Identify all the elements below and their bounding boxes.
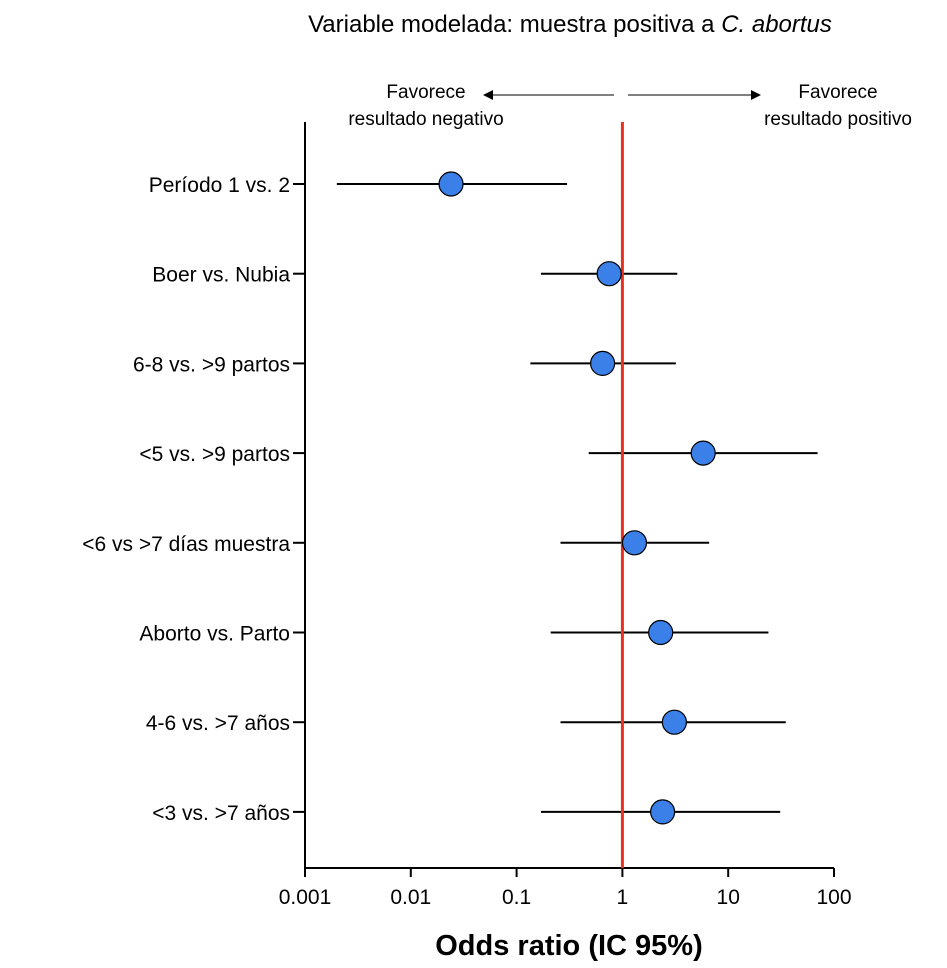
row-label: <5 vs. >9 partos — [139, 443, 290, 466]
x-tick-label: 0.01 — [390, 886, 431, 909]
x-axis-label: Odds ratio (IC 95%) — [435, 930, 703, 962]
x-ticks: 0.001 0.01 0.1 1 10 100 — [279, 868, 852, 909]
point-estimate — [590, 350, 616, 376]
chart-title-italic: C. abortus — [721, 11, 832, 38]
point-estimate — [650, 799, 676, 825]
annotation-right-line1: Favorece — [798, 82, 877, 103]
row-label: Aborto vs. Parto — [139, 623, 290, 646]
point-estimate — [438, 171, 464, 197]
forest-rows: Período 1 vs. 2 Boer vs. Nubia 6-8 vs. >9 … — [82, 174, 818, 825]
row-label: Período 1 vs. 2 — [149, 174, 290, 197]
row-label: 6-8 vs. >9 partos — [133, 353, 290, 376]
annotation-right-line2: resultado positivo — [764, 109, 912, 130]
row-label: 4-6 vs. >7 años — [146, 712, 290, 735]
x-tick-label: 100 — [816, 886, 851, 909]
row-label: Boer vs. Nubia — [152, 264, 290, 287]
x-tick-label: 1 — [617, 886, 629, 909]
point-estimate — [661, 709, 687, 735]
x-tick-label: 0.1 — [502, 886, 531, 909]
row-label: <6 vs >7 días muestra — [82, 533, 290, 556]
annotation-left-line1: Favorece — [386, 82, 465, 103]
annotation-left-line2: resultado negativo — [348, 109, 503, 130]
point-estimates — [438, 171, 716, 825]
chart-title: Variable modelada: muestra positiva a C.… — [308, 11, 832, 38]
point-estimate — [621, 530, 648, 556]
point-estimate — [648, 619, 674, 646]
point-estimate — [690, 440, 716, 466]
x-tick-label: 0.001 — [279, 886, 332, 909]
point-estimate — [596, 261, 622, 287]
x-tick-label: 10 — [717, 886, 740, 909]
row-label: <3 vs. >7 años — [152, 802, 290, 825]
